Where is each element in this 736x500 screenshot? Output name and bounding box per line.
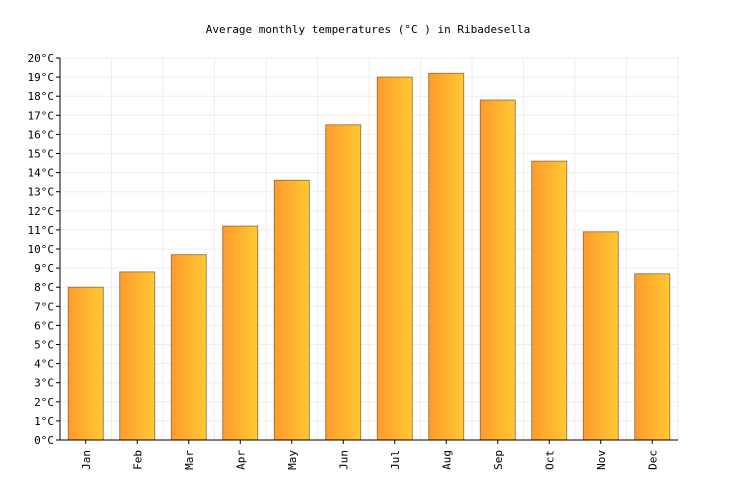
y-tick-label: 16°C <box>28 128 55 141</box>
grid <box>60 57 679 441</box>
y-tick-label: 7°C <box>34 300 54 313</box>
x-tick-label: Feb <box>131 450 144 470</box>
x-tick-label: Jan <box>80 450 93 470</box>
bar-jan <box>67 286 104 441</box>
y-tick-label: 15°C <box>28 148 55 161</box>
bar-sep <box>479 99 516 441</box>
y-tick-label: 8°C <box>34 281 54 294</box>
x-tick-label: Dec <box>646 450 659 470</box>
x-tick-label: May <box>286 450 299 470</box>
y-tick-label: 13°C <box>28 186 55 199</box>
x-tick-label: Apr <box>234 450 247 470</box>
bar-oct <box>531 160 568 441</box>
bar-apr <box>222 225 259 441</box>
y-tick-label: 18°C <box>28 90 55 103</box>
bars <box>67 72 671 441</box>
bar-may <box>273 179 310 441</box>
y-tick-label: 1°C <box>34 415 54 428</box>
x-axis-ticks: Jan Feb Mar Apr May Jun Jul Aug Sep Oct Nov Dec <box>80 440 659 470</box>
y-tick-label: 3°C <box>34 377 54 390</box>
x-tick-label: Mar <box>183 450 196 470</box>
bar-dec <box>634 273 671 441</box>
bar-jun <box>325 124 362 441</box>
x-tick-label: Jun <box>337 450 350 470</box>
y-tick-label: 12°C <box>28 205 55 218</box>
y-tick-label: 2°C <box>34 396 54 409</box>
bar-feb <box>119 271 156 441</box>
y-tick-label: 11°C <box>28 224 55 237</box>
x-tick-label: Nov <box>595 450 608 470</box>
y-tick-label: 0°C <box>34 434 54 447</box>
y-axis-ticks: 0°C 1°C 2°C 3°C 4°C 5°C 6°C 7°C 8°C 9°C 10°C 11°C 12… <box>28 52 60 447</box>
y-tick-label: 20°C <box>28 52 55 65</box>
y-tick-label: 9°C <box>34 262 54 275</box>
y-tick-label: 17°C <box>28 109 55 122</box>
bar-mar <box>170 254 207 441</box>
bar-aug <box>428 72 465 441</box>
x-tick-label: Jul <box>389 450 402 470</box>
bar-nov <box>582 231 619 441</box>
y-tick-label: 14°C <box>28 167 55 180</box>
y-tick-label: 5°C <box>34 339 54 352</box>
x-tick-label: Sep <box>492 450 505 470</box>
y-tick-label: 6°C <box>34 319 54 332</box>
x-tick-label: Aug <box>440 450 453 470</box>
y-tick-label: 4°C <box>34 358 54 371</box>
chart-title: Average monthly temperatures (°C ) in Ri… <box>206 23 531 36</box>
y-tick-label: 10°C <box>28 243 55 256</box>
y-tick-label: 19°C <box>28 71 55 84</box>
bar-jul <box>376 76 413 441</box>
x-tick-label: Oct <box>543 450 556 470</box>
